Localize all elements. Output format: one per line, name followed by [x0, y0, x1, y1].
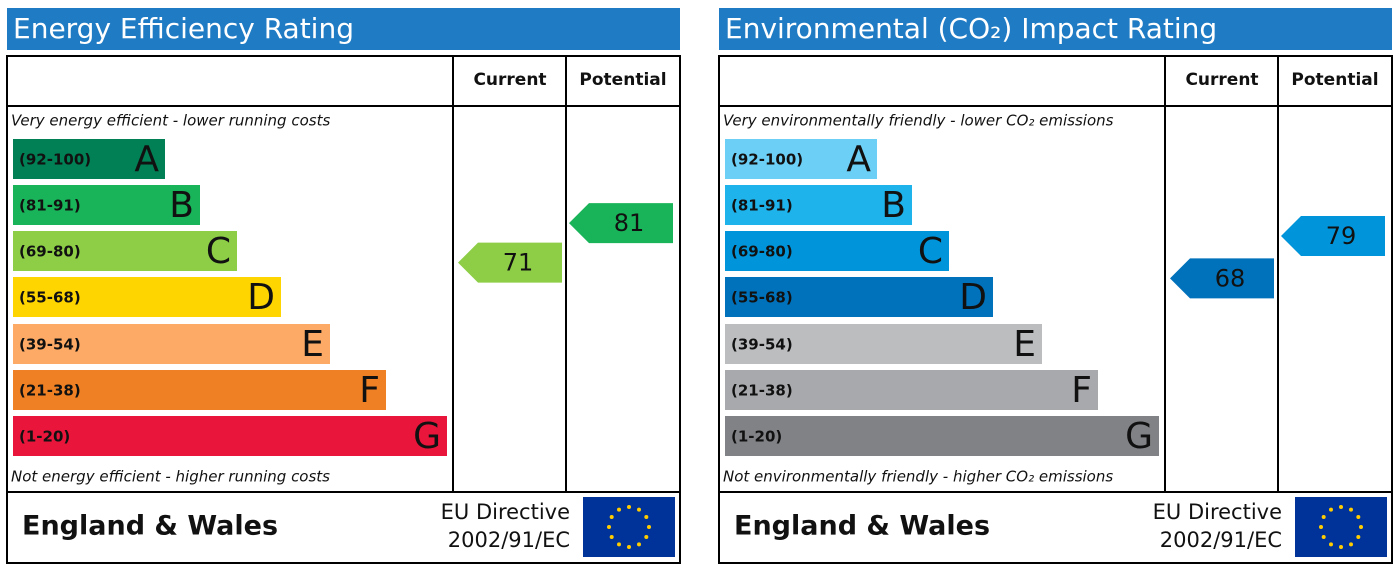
band-letter: C	[918, 231, 943, 272]
flag-star	[1339, 505, 1343, 509]
flag-star	[1319, 525, 1323, 529]
header-potential: Potential	[1291, 70, 1378, 90]
footer: England & Wales	[734, 511, 990, 542]
flag-star	[1356, 515, 1361, 519]
band-range: (39-54)	[731, 336, 793, 354]
flag-star	[1339, 545, 1343, 549]
flag-star	[1356, 535, 1361, 539]
title-bar	[7, 8, 680, 50]
band-letter: D	[959, 277, 987, 318]
flag-star	[1321, 515, 1326, 519]
flag-star	[609, 515, 614, 519]
band	[725, 416, 1159, 456]
bottom-note: Not environmentally friendly - higher CO…	[723, 468, 1113, 486]
footer: England & Wales	[22, 511, 278, 542]
directive-line: 2002/91/EC	[448, 528, 570, 552]
flag-star	[647, 525, 651, 529]
band-range: (92-100)	[19, 151, 91, 169]
band	[725, 324, 1042, 364]
frame	[6, 55, 681, 564]
band-letter: G	[413, 416, 441, 457]
flag-star	[1349, 542, 1353, 547]
flag-star	[1349, 507, 1353, 512]
band-range: (69-80)	[731, 243, 793, 261]
band-range: (55-68)	[731, 289, 793, 307]
band-letter: G	[1125, 416, 1153, 457]
band-range: (1-20)	[19, 428, 70, 446]
header-current: Current	[473, 70, 546, 90]
flag-star	[607, 525, 611, 529]
top-note: Very energy efficient - lower running co…	[11, 112, 330, 130]
band-range: (81-91)	[19, 197, 81, 215]
flag-star	[1359, 525, 1363, 529]
header-potential: Potential	[579, 70, 666, 90]
rating-arrow	[1170, 258, 1274, 299]
flag-star	[1329, 542, 1333, 547]
header-current: Current	[1185, 70, 1258, 90]
flag-star	[637, 507, 641, 512]
rating-value: 68	[1215, 264, 1246, 292]
band-letter: E	[1013, 324, 1036, 365]
band	[13, 277, 281, 317]
band-letter: C	[206, 231, 231, 272]
rating-value: 71	[503, 249, 534, 277]
rating-arrow	[1281, 216, 1385, 256]
band	[725, 277, 993, 317]
band-letter: B	[881, 185, 906, 226]
band-letter: B	[169, 185, 194, 226]
frame	[718, 55, 1393, 564]
band-range: (55-68)	[19, 289, 81, 307]
band-letter: F	[359, 370, 380, 411]
rating-value: 79	[1326, 222, 1357, 250]
title: Energy Efficiency Rating	[13, 12, 354, 45]
band	[13, 416, 447, 456]
directive-line: 2002/91/EC	[1160, 528, 1282, 552]
flag-star	[617, 542, 621, 547]
title: Environmental (CO₂) Impact Rating	[725, 12, 1217, 45]
top-note: Very environmentally friendly - lower CO…	[723, 112, 1114, 130]
band	[13, 185, 200, 225]
bottom-note: Not energy efficient - higher running co…	[11, 468, 330, 486]
band	[725, 185, 912, 225]
flag-star	[644, 515, 649, 519]
band-range: (81-91)	[731, 197, 793, 215]
flag-star	[1321, 535, 1326, 539]
band-letter: E	[301, 324, 324, 365]
flag-star	[617, 507, 621, 512]
directive-line: EU Directive	[1153, 500, 1282, 524]
band	[725, 370, 1098, 410]
flag-star	[627, 545, 631, 549]
band-range: (1-20)	[731, 428, 782, 446]
band-letter: A	[134, 139, 159, 180]
band	[13, 370, 386, 410]
band	[725, 231, 949, 271]
flag-star	[637, 542, 641, 547]
band-letter: D	[247, 277, 275, 318]
band-range: (39-54)	[19, 336, 81, 354]
band	[13, 139, 165, 179]
title-bar	[719, 8, 1392, 50]
band-range: (21-38)	[19, 382, 81, 400]
band-range: (92-100)	[731, 151, 803, 169]
band-range: (69-80)	[19, 243, 81, 261]
rating-arrow	[458, 242, 562, 283]
band-letter: F	[1071, 370, 1092, 411]
band-letter: A	[846, 139, 871, 180]
rating-arrow	[569, 203, 673, 244]
directive-line: EU Directive	[441, 500, 570, 524]
flag-star	[1329, 507, 1333, 512]
band	[13, 231, 237, 271]
band-range: (21-38)	[731, 382, 793, 400]
band	[13, 324, 330, 364]
band	[725, 139, 877, 179]
flag-star	[644, 535, 649, 539]
flag-star	[609, 535, 614, 539]
rating-value: 81	[614, 209, 645, 237]
flag-star	[627, 505, 631, 509]
